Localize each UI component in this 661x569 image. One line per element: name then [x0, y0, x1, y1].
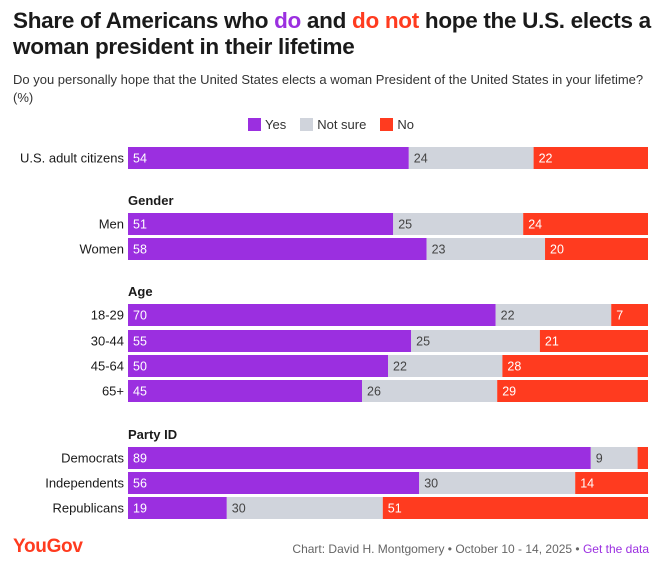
bar-segment-yes	[128, 330, 412, 352]
value-label-not-sure: 24	[414, 152, 428, 166]
value-label-not-sure: 23	[432, 243, 446, 257]
bar-segment-not-sure	[393, 213, 524, 235]
bar-segment-yes	[128, 380, 362, 402]
legend-item-no: No	[380, 117, 414, 132]
value-label-no: 22	[539, 152, 553, 166]
legend-label-no: No	[397, 117, 414, 132]
bar-segment-yes	[128, 497, 227, 519]
value-label-no: 29	[502, 385, 516, 399]
legend-item-yes: Yes	[248, 117, 286, 132]
get-data-link[interactable]: Get the data	[582, 542, 649, 556]
value-label-not-sure: 30	[232, 502, 246, 516]
bar-segment-no	[575, 472, 648, 494]
value-label-no: 21	[545, 335, 559, 349]
bar-segment-no	[637, 447, 648, 469]
bar-segment-no	[382, 497, 648, 519]
value-label-not-sure: 22	[501, 309, 515, 323]
legend-swatch-no	[380, 118, 394, 131]
bar-segment-no	[523, 213, 648, 235]
bar-segment-yes	[128, 147, 409, 169]
value-label-not-sure: 26	[367, 385, 381, 399]
legend-label-yes: Yes	[265, 117, 287, 132]
value-label-yes: 89	[133, 452, 147, 466]
bar-segment-not-sure	[495, 304, 612, 326]
chart-subtitle: Do you personally hope that the United S…	[13, 72, 644, 105]
value-label-no: 28	[507, 360, 521, 374]
value-label-not-sure: 9	[596, 452, 603, 466]
legend-swatch-yes	[248, 118, 261, 131]
bar-segment-no	[502, 355, 648, 377]
value-label-yes: 55	[133, 335, 147, 349]
value-label-yes: 19	[133, 502, 147, 516]
group-heading: Age	[128, 284, 153, 299]
category-label: 18-29	[91, 308, 124, 323]
bar-segment-not-sure	[226, 497, 383, 519]
chart-credit: Chart: David H. Montgomery • October 10 …	[292, 542, 649, 556]
value-label-yes: 58	[133, 243, 147, 257]
bar-segment-not-sure	[362, 380, 498, 402]
value-label-no: 51	[388, 502, 402, 516]
group-heading: Party ID	[128, 427, 177, 442]
bar-segment-not-sure	[388, 355, 503, 377]
value-label-no: 14	[580, 477, 594, 491]
bar-segment-not-sure	[408, 147, 534, 169]
category-label: 45-64	[91, 359, 124, 374]
category-label: Democrats	[61, 451, 124, 466]
bar-segment-no	[539, 330, 648, 352]
bar-segment-no	[545, 238, 648, 260]
value-label-no: 7	[616, 309, 623, 323]
value-label-yes: 45	[133, 385, 147, 399]
value-label-not-sure: 30	[424, 477, 438, 491]
bar-segment-yes	[128, 304, 496, 326]
bar-segment-not-sure	[590, 447, 638, 469]
group-heading: Gender	[128, 193, 174, 208]
category-label: 65+	[102, 384, 124, 399]
bar-segment-no	[497, 380, 648, 402]
bar-segment-yes	[128, 213, 394, 235]
yougov-logo: YouGov	[13, 536, 83, 557]
value-label-not-sure: 25	[416, 335, 430, 349]
category-label: Republicans	[52, 501, 124, 516]
legend-item-not-sure: Not sure	[300, 117, 366, 132]
category-label: Women	[79, 242, 124, 257]
category-label: U.S. adult citizens	[20, 151, 125, 166]
legend-swatch-not-sure	[300, 118, 314, 131]
value-label-yes: 51	[133, 218, 147, 232]
bar-segment-yes	[128, 355, 388, 377]
category-label: Men	[99, 217, 124, 232]
value-label-yes: 54	[133, 152, 147, 166]
value-label-yes: 70	[133, 309, 147, 323]
bar-segment-not-sure	[426, 238, 546, 260]
bar-segment-no	[533, 147, 648, 169]
category-label: 30-44	[91, 334, 124, 349]
bar-segment-not-sure	[411, 330, 540, 352]
value-label-not-sure: 22	[393, 360, 407, 374]
legend-label-not-sure: Not sure	[317, 117, 367, 132]
bar-segment-yes	[128, 447, 591, 469]
bar-segment-yes	[128, 238, 427, 260]
bar-segment-no	[611, 304, 648, 326]
value-label-yes: 56	[133, 477, 147, 491]
legend: Yes Not sure No	[248, 117, 428, 132]
bar-segment-not-sure	[419, 472, 576, 494]
value-label-yes: 50	[133, 360, 147, 374]
bar-segment-yes	[128, 472, 420, 494]
value-label-no: 24	[528, 218, 542, 232]
category-label: Independents	[45, 476, 124, 491]
value-label-not-sure: 25	[398, 218, 412, 232]
value-label-no: 20	[550, 243, 564, 257]
chart-title: Share of Americans who do and do not hop…	[13, 8, 651, 59]
